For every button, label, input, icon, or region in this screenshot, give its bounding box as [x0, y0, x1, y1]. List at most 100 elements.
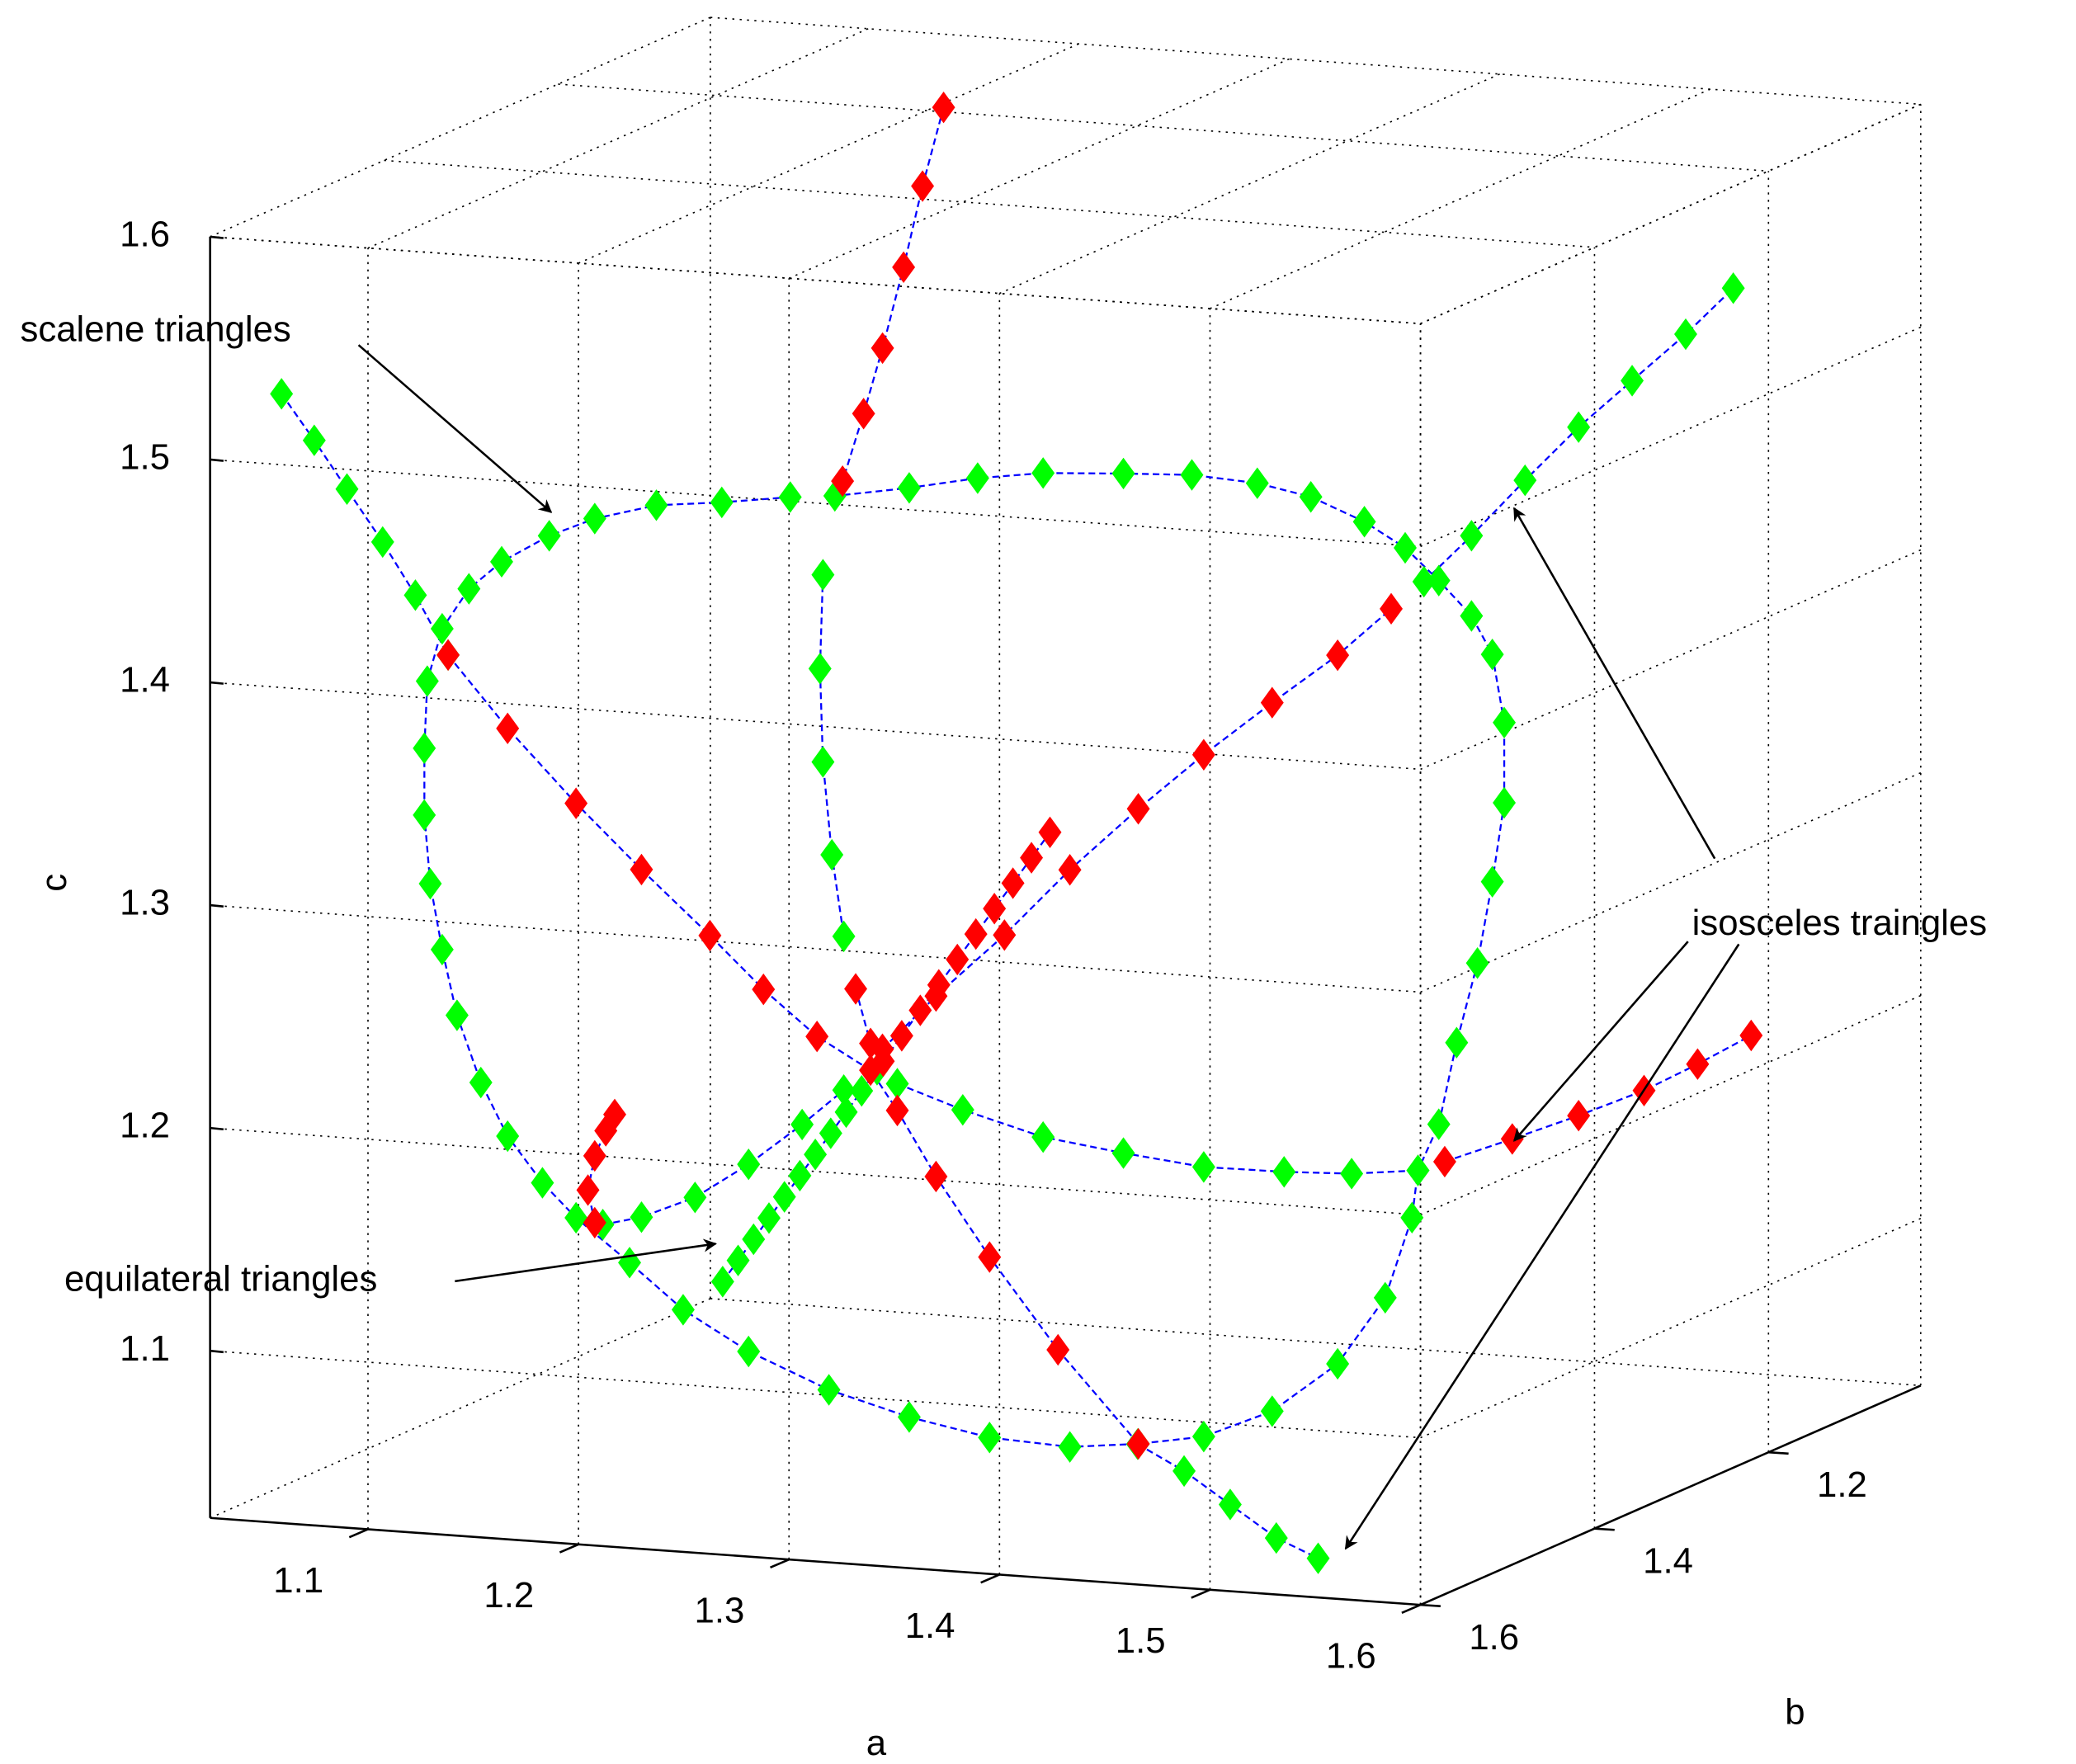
annotation: equilateral triangles [64, 1258, 377, 1299]
marker [496, 712, 520, 745]
arrow [1512, 941, 1689, 1142]
marker [737, 1335, 761, 1368]
marker [1264, 1521, 1288, 1554]
marker [1412, 565, 1436, 598]
marker [1299, 481, 1323, 513]
marker [630, 1201, 653, 1233]
marker [418, 867, 442, 900]
y-tick-label: 1.6 [1469, 1617, 1519, 1658]
arrow [1512, 507, 1716, 860]
marker [852, 398, 875, 430]
marker [778, 481, 802, 513]
marker [370, 526, 394, 559]
marker [564, 1201, 588, 1234]
grid-line [1210, 88, 1711, 309]
marker [335, 473, 359, 505]
marker [583, 1206, 606, 1239]
marker [978, 1422, 1002, 1454]
x-tick [1401, 1603, 1422, 1615]
marker [1480, 865, 1504, 898]
z-tick [210, 1126, 224, 1131]
marker [1272, 1156, 1296, 1188]
marker [576, 1174, 600, 1206]
annotation: isosceles traingles [1692, 903, 1987, 943]
z-tick-label: 1.4 [120, 660, 170, 700]
marker [1326, 639, 1350, 672]
marker [430, 933, 454, 966]
marker [1352, 506, 1376, 538]
marker [1686, 1048, 1710, 1080]
marker [1432, 1145, 1456, 1178]
y-tick [1768, 1450, 1789, 1455]
marker [811, 746, 835, 778]
x-tick [559, 1543, 579, 1554]
grid-line [367, 28, 869, 249]
marker [871, 1045, 895, 1078]
marker [1493, 786, 1517, 819]
grid-line [578, 43, 1079, 264]
marker [413, 799, 436, 832]
marker [1400, 1201, 1424, 1234]
marker [1126, 1427, 1150, 1460]
marker [445, 999, 469, 1031]
marker [951, 1093, 974, 1126]
marker [946, 943, 970, 976]
marker [885, 1094, 909, 1127]
marker [983, 893, 1007, 925]
grid-line [999, 73, 1500, 295]
marker [302, 424, 326, 456]
marker [737, 1148, 761, 1181]
marker [831, 465, 855, 498]
marker [496, 1120, 520, 1153]
marker [808, 653, 832, 685]
x-tick-label: 1.3 [695, 1591, 745, 1631]
marker [993, 919, 1017, 951]
marker [457, 573, 481, 605]
marker [1493, 706, 1517, 738]
marker [908, 994, 932, 1026]
marker [710, 486, 734, 519]
z-tick-label: 1.3 [120, 883, 170, 923]
series-line [423, 472, 1506, 1448]
z-tick [210, 681, 224, 685]
z-tick-label: 1.6 [120, 214, 170, 254]
marker [1245, 467, 1269, 499]
marker [1260, 686, 1284, 719]
marker [1058, 1431, 1082, 1463]
marker [726, 1244, 750, 1276]
marker [805, 1020, 829, 1053]
grid-line [1420, 771, 1922, 993]
marker [911, 170, 935, 202]
grid-line [1420, 326, 1922, 548]
marker [1373, 1281, 1397, 1314]
z-tick-label: 1.1 [120, 1328, 170, 1369]
marker [1445, 1026, 1469, 1059]
marker [683, 1182, 707, 1214]
marker [1218, 1488, 1242, 1521]
marker [1380, 592, 1404, 625]
x-axis-label: a [866, 1723, 887, 1763]
series-line [842, 106, 945, 482]
y-tick [1594, 1527, 1615, 1531]
marker [889, 1020, 913, 1052]
marker [819, 1117, 842, 1149]
marker [964, 917, 988, 950]
marker [1111, 457, 1135, 490]
marker [698, 919, 722, 952]
z-tick [210, 458, 224, 462]
axis-layer: 1.1 1.2 1.3 1.4 1.5 1.6 1.2 1.4 1.6 1.1 1.2 1.3 1.4 1… [120, 214, 1922, 1677]
series-line [882, 832, 1051, 1062]
x-tick [348, 1528, 369, 1539]
marker [1180, 459, 1204, 491]
grid-line [788, 58, 1290, 280]
marker [844, 973, 868, 1005]
x-tick-label: 1.1 [273, 1560, 323, 1601]
marker [850, 1074, 874, 1107]
marker [630, 853, 653, 886]
marker [1191, 1151, 1215, 1183]
marker [1427, 564, 1451, 597]
arrow [455, 1238, 717, 1283]
